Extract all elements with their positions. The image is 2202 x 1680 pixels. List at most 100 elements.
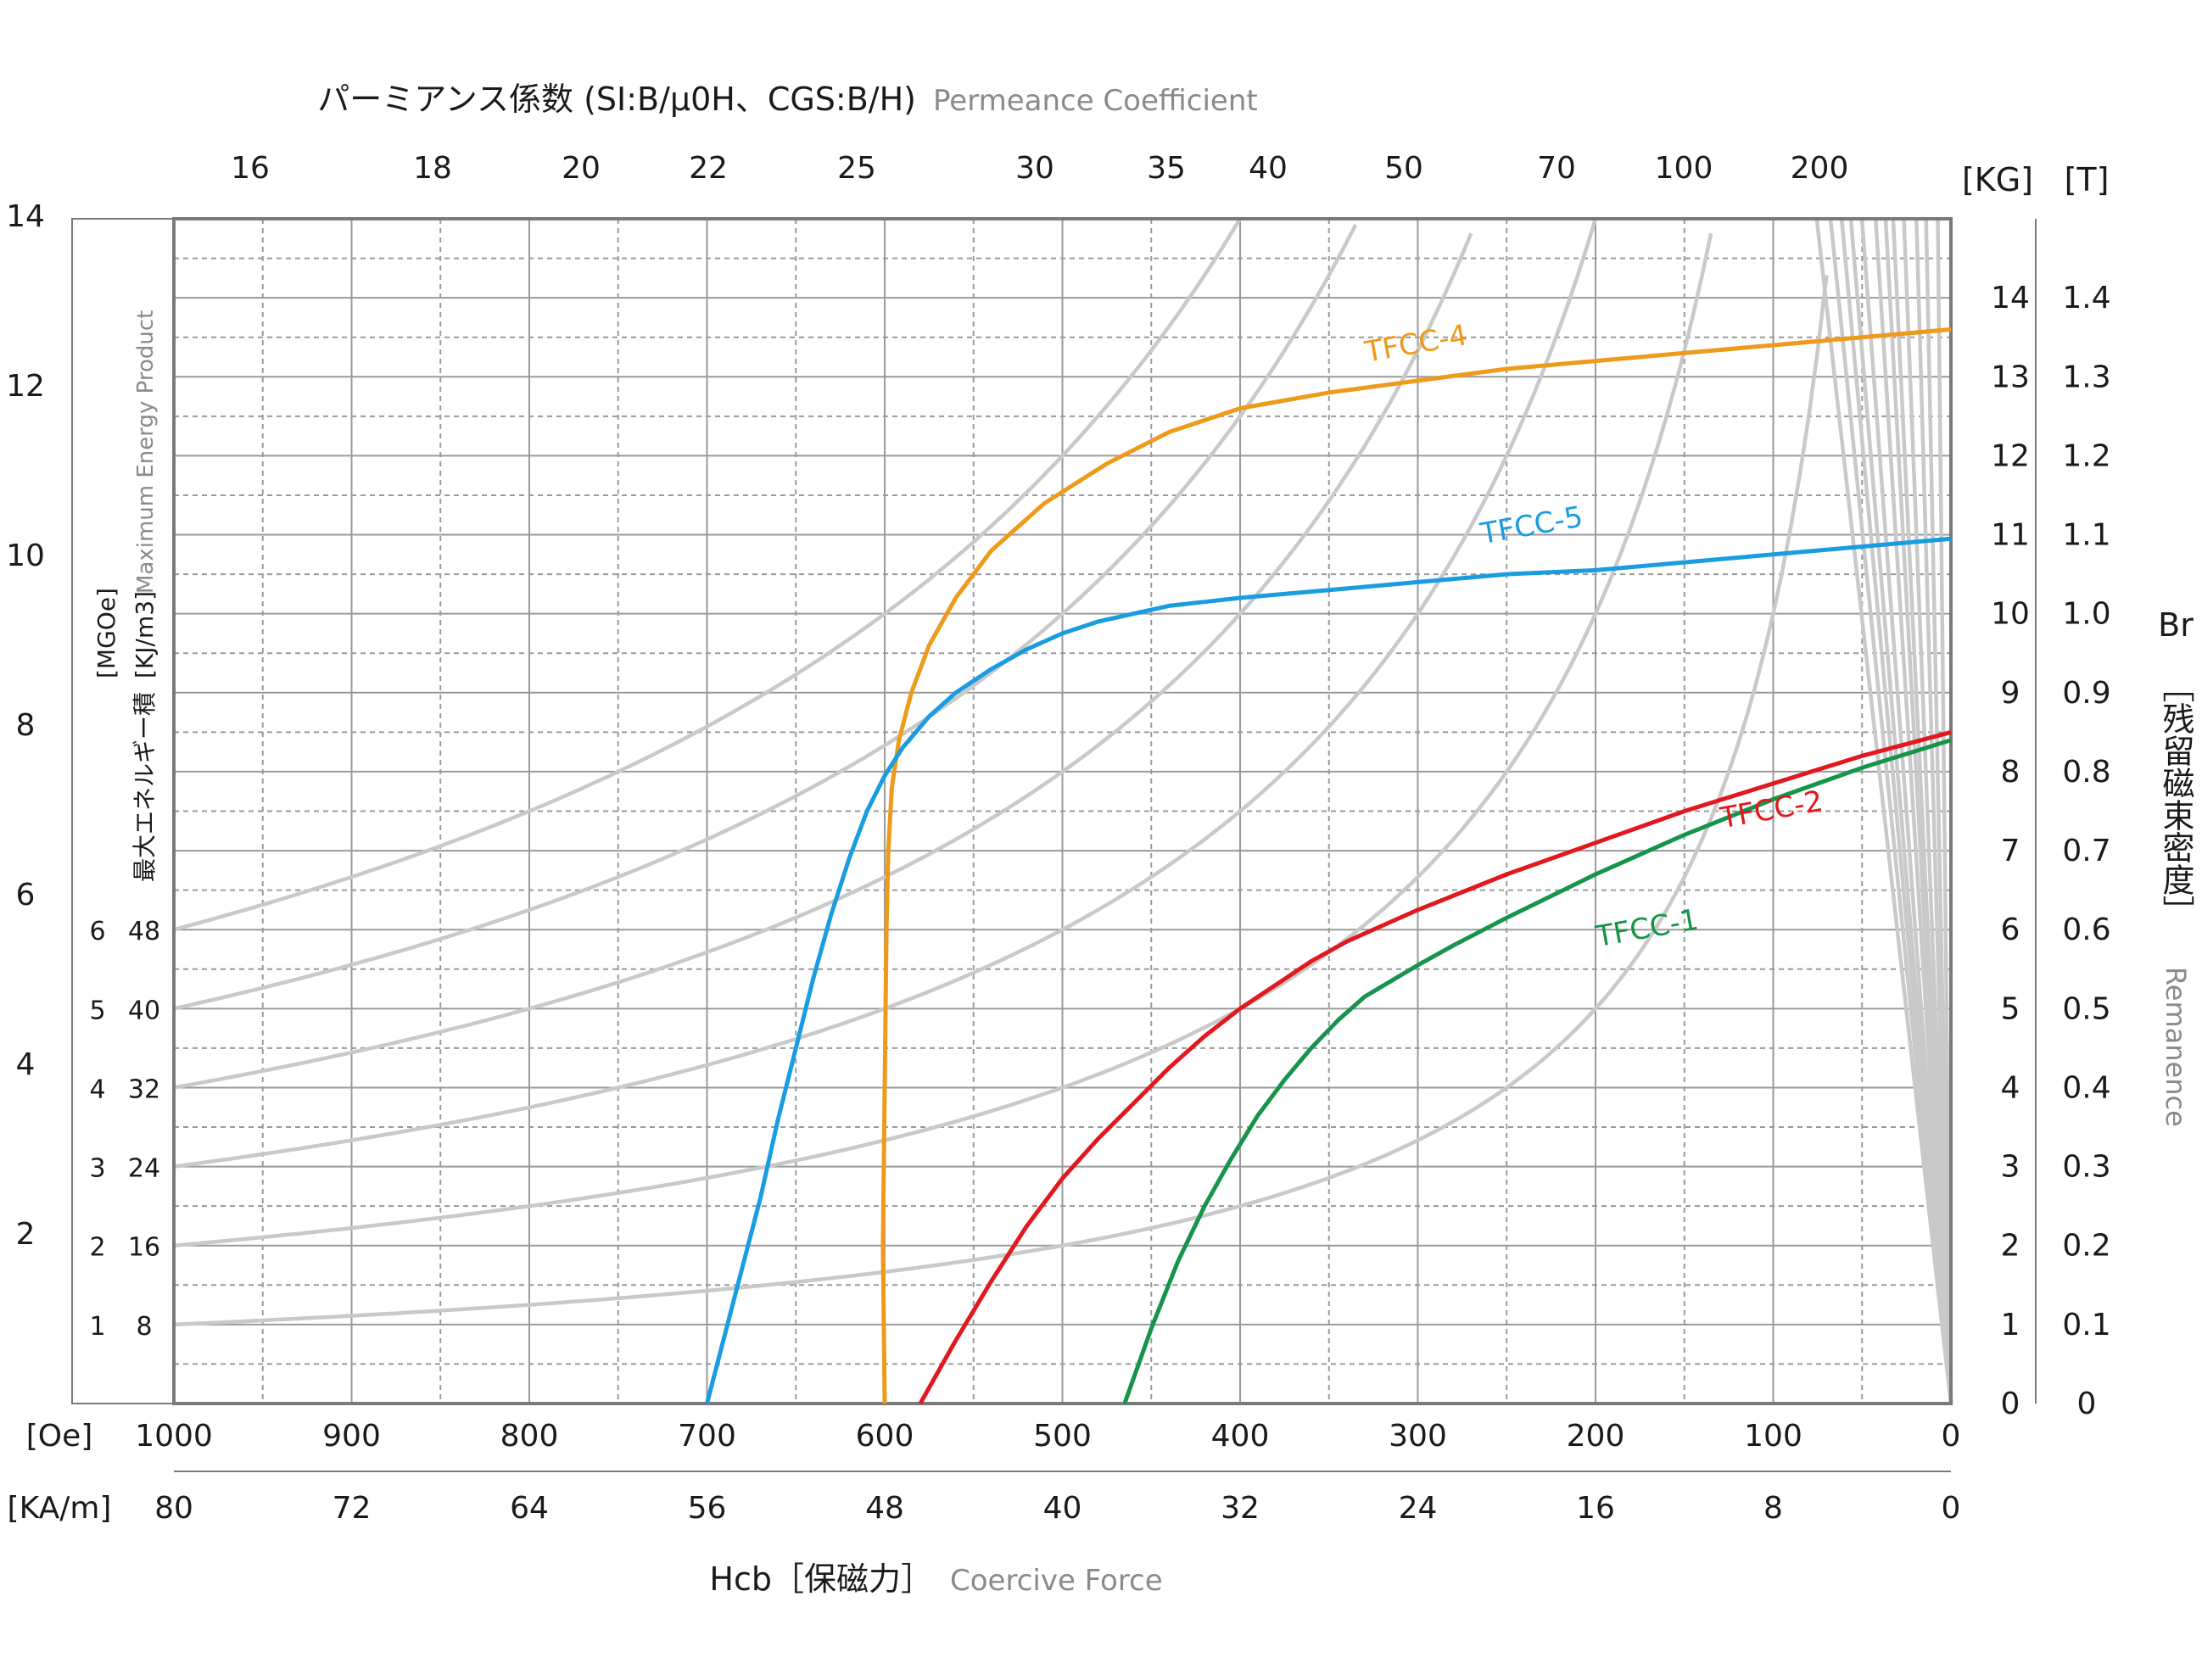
kg-tick-label: 14 — [1991, 281, 2030, 315]
permeance-tick-label: 16 — [231, 151, 270, 186]
bottom-subtitle: Coercive Force — [950, 1564, 1163, 1598]
series-label: TFCC-5 — [1477, 500, 1585, 551]
left-title: 最大エネルギー積 — [131, 692, 159, 882]
left-outer-tick-label: 6 — [16, 878, 36, 913]
x-oe-tick-label: 0 — [1942, 1419, 1961, 1454]
x-oe-tick-label: 500 — [1033, 1419, 1092, 1454]
permeance-tick-label: 35 — [1147, 151, 1186, 186]
bh-mgoe-tick-label: 6 — [89, 917, 105, 946]
left-outer-tick-label: 2 — [16, 1217, 36, 1252]
permeance-tick-label: 18 — [413, 151, 452, 186]
series-label: TFCC-4 — [1361, 318, 1470, 370]
right-title-br: Br — [2158, 606, 2194, 644]
kg-tick-label: 3 — [2001, 1150, 2020, 1185]
t-tick-label: 0.8 — [2062, 755, 2110, 790]
left-outer-tick-label: 4 — [16, 1047, 36, 1082]
kg-tick-label: 9 — [2001, 676, 2020, 711]
energy-product-curve — [173, 275, 1829, 1327]
t-tick-label: 0.4 — [2062, 1070, 2110, 1105]
t-tick-label: 0 — [2077, 1387, 2097, 1421]
x-kam-tick-label: 56 — [688, 1491, 727, 1526]
bh-mgoe-tick-label: 3 — [89, 1154, 105, 1184]
t-tick-label: 0.1 — [2062, 1308, 2110, 1342]
top-title: パーミアンス係数 (SI:B/μ0H、CGS:B/H) — [317, 81, 916, 118]
x-kam-tick-label: 72 — [333, 1491, 372, 1526]
permeance-line — [1936, 218, 1953, 1404]
bh-kjm3-tick-label: 16 — [128, 1233, 160, 1263]
kg-tick-label: 5 — [2001, 991, 2020, 1026]
t-tick-label: 1.0 — [2062, 597, 2110, 632]
t-tick-label: 0.7 — [2062, 834, 2110, 868]
frame-layer — [71, 217, 2037, 1472]
t-tick-label: 1.2 — [2062, 438, 2110, 473]
bh-kjm3-tick-label: 8 — [136, 1312, 152, 1342]
kg-tick-label: 1 — [2001, 1308, 2020, 1342]
permeance-tick-label: 100 — [1655, 151, 1713, 186]
series-label: TFCC-2 — [1717, 784, 1825, 836]
top-subtitle: Permeance Coefficient — [933, 84, 1258, 118]
kg-tick-label: 7 — [2001, 834, 2020, 868]
x-kam-tick-label: 64 — [510, 1491, 549, 1526]
x-oe-tick-label: 600 — [856, 1419, 914, 1454]
x-oe-tick-label: 800 — [500, 1419, 559, 1454]
x-kam-tick-label: 48 — [865, 1491, 904, 1526]
t-tick-label: 1.1 — [2062, 518, 2110, 553]
x-kam-tick-label: 80 — [154, 1491, 193, 1526]
left-unit-kjm3: [KJ/m3] — [131, 591, 159, 678]
right-title: ［残留磁束密度］ — [2157, 670, 2194, 928]
x-oe-tick-label: 700 — [678, 1419, 736, 1454]
permeance-tick-label: 70 — [1537, 151, 1576, 186]
energy-product-curve — [173, 217, 1242, 932]
permeance-tick-label: 200 — [1791, 151, 1849, 186]
bh-mgoe-tick-label: 5 — [89, 996, 105, 1025]
kg-tick-label: 10 — [1991, 597, 2030, 632]
x-kam-tick-label: 40 — [1043, 1491, 1082, 1526]
permeance-tick-label: 22 — [689, 151, 728, 186]
kg-tick-label: 2 — [2001, 1229, 2020, 1264]
kg-tick-label: 8 — [2001, 755, 2020, 790]
t-tick-label: 0.3 — [2062, 1150, 2110, 1185]
left-unit-mgoe: [MGOe] — [92, 588, 120, 678]
left-subtitle: Maximum Energy Product — [133, 310, 159, 594]
x-oe-tick-label: 300 — [1389, 1419, 1447, 1454]
kg-tick-label: 6 — [2001, 913, 2020, 947]
energy-product-curves — [173, 217, 1953, 1404]
x-oe-tick-label: 1000 — [135, 1419, 213, 1454]
x-oe-tick-label: 400 — [1211, 1419, 1270, 1454]
permeance-tick-label: 50 — [1384, 151, 1423, 186]
permeance-tick-label: 40 — [1249, 151, 1288, 186]
x-kam-unit: [KA/m] — [8, 1491, 112, 1526]
kg-tick-label: 13 — [1991, 360, 2030, 394]
energy-product-curve — [173, 232, 1713, 1247]
permeance-tick-label: 25 — [837, 151, 876, 186]
series-layer — [705, 327, 1952, 1405]
bh-mgoe-tick-label: 1 — [89, 1312, 105, 1342]
x-kam-tick-label: 8 — [1763, 1491, 1783, 1526]
t-tick-label: 1.4 — [2062, 281, 2110, 315]
x-kam-tick-label: 16 — [1576, 1491, 1615, 1526]
series-line-tfcc-4 — [880, 327, 1952, 1404]
permeance-line — [1814, 218, 1953, 1404]
bh-kjm3-tick-label: 48 — [128, 917, 160, 946]
bh-kjm3-tick-label: 24 — [128, 1154, 160, 1184]
bh-mgoe-tick-label: 2 — [89, 1233, 105, 1263]
energy-product-curve — [173, 223, 1358, 1011]
permeance-line — [1902, 218, 1953, 1404]
left-outer-tick-label: 12 — [6, 369, 45, 404]
t-tick-label: 0.9 — [2062, 676, 2110, 711]
t-unit: [T] — [2065, 161, 2110, 198]
x-oe-tick-label: 200 — [1567, 1419, 1625, 1454]
x-kam-tick-label: 0 — [1942, 1491, 1961, 1526]
x-oe-tick-label: 100 — [1744, 1419, 1802, 1454]
left-outer-tick-label: 10 — [6, 539, 45, 573]
permeance-line — [1924, 218, 1953, 1404]
left-outer-tick-label: 8 — [16, 708, 36, 743]
x-oe-tick-label: 900 — [322, 1419, 381, 1454]
permeance-tick-label: 20 — [562, 151, 601, 186]
kg-tick-label: 12 — [1991, 438, 2030, 473]
right-subtitle: Remanence — [2160, 967, 2192, 1127]
x-oe-unit: [Oe] — [26, 1419, 93, 1454]
bh-kjm3-tick-label: 32 — [128, 1074, 160, 1104]
series-line-tfcc-5 — [705, 536, 1952, 1404]
